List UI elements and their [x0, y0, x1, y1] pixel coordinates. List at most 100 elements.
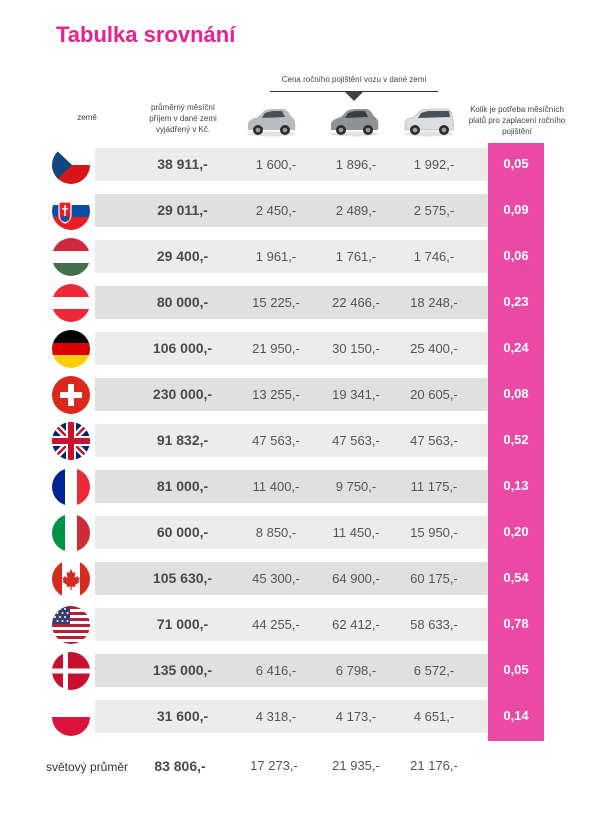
price-car1: 8 850,- [255, 525, 297, 540]
ratio-value: 0,78 [503, 616, 529, 631]
ratio-value: 0,52 [503, 432, 529, 447]
income-value: 80 000,- [156, 294, 209, 310]
canada-flag-icon [52, 560, 90, 598]
price-car2: 9 750,- [335, 479, 377, 494]
price-car3: 15 950,- [410, 525, 458, 540]
header-ratio: Kolik je potřeba měsíčních platů pro zap… [468, 105, 566, 136]
ratio-value: 0,09 [503, 202, 529, 217]
income-value: 230 000,- [152, 386, 213, 402]
table-row: 91 832,- 47 563,- 47 563,- 47 563,- [0, 421, 600, 461]
income-value: 106 000,- [152, 340, 213, 356]
ratio-value: 0,05 [503, 662, 529, 677]
price-car2: 2 489,- [335, 203, 377, 218]
price-car2: 4 173,- [335, 709, 377, 724]
price-car2: 1 896,- [335, 157, 377, 172]
ratio-value: 0,14 [503, 708, 529, 723]
row-band [95, 516, 488, 549]
ratio-value: 0,20 [503, 524, 529, 539]
price-car2: 64 900,- [332, 571, 380, 586]
price-car1: 2 450,- [255, 203, 297, 218]
row-band [95, 424, 488, 457]
price-car1: 1 961,- [255, 249, 297, 264]
price-car1: 13 255,- [252, 387, 300, 402]
car-hatchback-grey-icon [330, 109, 379, 137]
average-price-car2: 21 935,- [332, 758, 380, 773]
table-row: 105 630,- 45 300,- 64 900,- 60 175,- [0, 559, 600, 599]
income-value: 60 000,- [156, 524, 209, 540]
row-band [95, 562, 488, 595]
header-country: země [77, 113, 97, 122]
france-flag-icon [52, 468, 90, 506]
income-value: 31 600,- [156, 708, 209, 724]
income-value: 81 000,- [156, 478, 209, 494]
arrow-down-icon [345, 92, 363, 101]
price-car3: 58 633,- [410, 617, 458, 632]
ratio-value: 0,08 [503, 386, 529, 401]
germany-flag-icon [52, 330, 90, 368]
price-car2: 47 563,- [332, 433, 380, 448]
row-band [95, 654, 488, 687]
table-row: 29 011,- 2 450,- 2 489,- 2 575,- [0, 191, 600, 231]
price-car1: 45 300,- [252, 571, 300, 586]
austria-flag-icon [52, 284, 90, 322]
price-car3: 6 572,- [413, 663, 455, 678]
price-car3: 60 175,- [410, 571, 458, 586]
ratio-value: 0,23 [503, 294, 529, 309]
table-row: 60 000,- 8 850,- 11 450,- 15 950,- [0, 513, 600, 553]
hungary-flag-icon [52, 238, 90, 276]
row-band [95, 470, 488, 503]
row-band [95, 608, 488, 641]
price-car3: 20 605,- [410, 387, 458, 402]
row-band [95, 240, 488, 273]
switzerland-flag-icon [52, 376, 90, 414]
ratio-value: 0,54 [503, 570, 529, 585]
table-row: 80 000,- 15 225,- 22 466,- 18 248,- [0, 283, 600, 323]
income-value: 29 011,- [157, 202, 208, 218]
price-car1: 21 950,- [252, 341, 300, 356]
row-band [95, 194, 488, 227]
table-row: 29 400,- 1 961,- 1 761,- 1 746,- [0, 237, 600, 277]
income-value: 38 911,- [157, 156, 208, 172]
price-car1: 4 318,- [255, 709, 297, 724]
page-title: Tabulka srovnání [56, 22, 236, 47]
price-car2: 19 341,- [332, 387, 380, 402]
table-row: 81 000,- 11 400,- 9 750,- 11 175,- [0, 467, 600, 507]
car-hatchback-silver-icon [247, 109, 296, 137]
price-car2: 30 150,- [332, 341, 380, 356]
average-income: 83 806,- [154, 758, 206, 774]
income-value: 105 630,- [152, 570, 213, 586]
ratio-value: 0,06 [503, 248, 529, 263]
price-car3: 1 992,- [413, 157, 455, 172]
price-car2: 11 450,- [332, 525, 380, 540]
price-car3: 2 575,- [413, 203, 455, 218]
income-value: 135 000,- [152, 662, 213, 678]
header-price-group: Cena ročního pojištění vozu v dané zemi [281, 75, 427, 84]
table-row: 230 000,- 13 255,- 19 341,- 20 605,- [0, 375, 600, 415]
denmark-flag-icon [52, 652, 90, 690]
table-row: 135 000,- 6 416,- 6 798,- 6 572,- [0, 651, 600, 691]
price-car3: 47 563,- [410, 433, 458, 448]
row-band [95, 332, 488, 365]
slovakia-flag-icon [52, 192, 90, 230]
header-bracket [270, 91, 438, 92]
price-car3: 1 746,- [413, 249, 455, 264]
row-band [95, 148, 488, 181]
income-value: 91 832,- [156, 432, 209, 448]
average-price-car3: 21 176,- [410, 758, 458, 773]
italy-flag-icon [52, 514, 90, 552]
price-car2: 62 412,- [332, 617, 380, 632]
table-row: 106 000,- 21 950,- 30 150,- 25 400,- [0, 329, 600, 369]
row-band [95, 286, 488, 319]
ratio-value: 0,05 [503, 156, 529, 171]
price-car3: 11 175,- [410, 479, 458, 494]
ratio-value: 0,13 [503, 478, 529, 493]
average-price-car1: 17 273,- [250, 758, 298, 773]
table-row: 31 600,- 4 318,- 4 173,- 4 651,- [0, 697, 600, 737]
price-car1: 6 416,- [255, 663, 297, 678]
table-row: 38 911,- 1 600,- 1 896,- 1 992,- [0, 145, 600, 185]
price-car1: 47 563,- [252, 433, 300, 448]
price-car2: 22 466,- [332, 295, 380, 310]
income-value: 29 400,- [156, 248, 209, 264]
ratio-column [488, 143, 544, 741]
row-band [95, 700, 488, 733]
